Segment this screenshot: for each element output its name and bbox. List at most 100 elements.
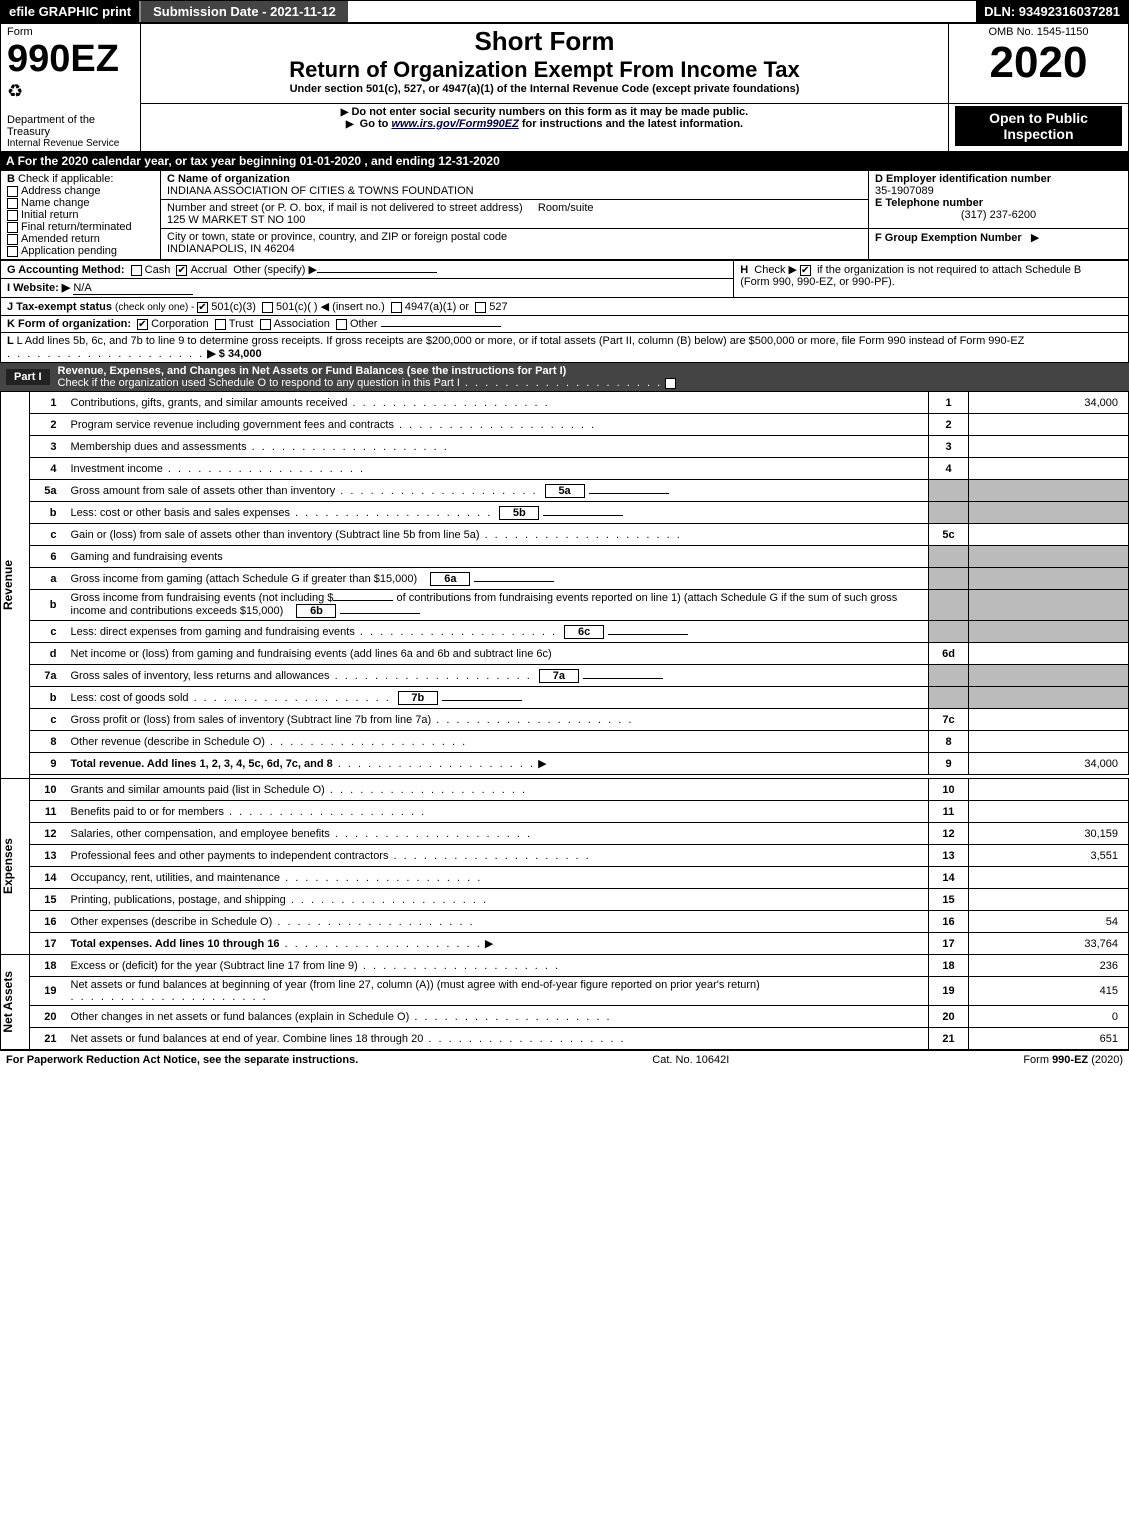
chk-amended-return[interactable] bbox=[7, 234, 18, 245]
input-6b-contrib[interactable] bbox=[333, 600, 393, 601]
amt-6d bbox=[969, 643, 1129, 665]
desc-15: Printing, publications, postage, and shi… bbox=[71, 894, 286, 906]
chk-address-change[interactable] bbox=[7, 186, 18, 197]
efile-label[interactable]: efile GRAPHIC print bbox=[1, 1, 139, 22]
opt-name-change: Name change bbox=[21, 197, 90, 209]
opt-4947: 4947(a)(1) or bbox=[405, 301, 469, 313]
chk-cash[interactable] bbox=[131, 265, 142, 276]
num-2: 2 bbox=[929, 414, 969, 436]
omb-number: OMB No. 1545-1150 bbox=[955, 26, 1122, 38]
chk-501c[interactable] bbox=[262, 302, 273, 313]
other-method-input[interactable] bbox=[317, 272, 437, 273]
amt-1: 34,000 bbox=[969, 392, 1129, 414]
desc-5c: Gain or (loss) from sale of assets other… bbox=[71, 529, 480, 541]
ln-15: 15 bbox=[30, 889, 65, 911]
desc-13: Professional fees and other payments to … bbox=[71, 850, 389, 862]
desc-3: Membership dues and assessments bbox=[71, 441, 247, 453]
box-6c: 6c bbox=[564, 625, 604, 639]
box-d-label: D Employer identification number bbox=[875, 173, 1051, 185]
chk-other-org[interactable] bbox=[336, 319, 347, 330]
dots bbox=[330, 828, 532, 840]
chk-trust[interactable] bbox=[215, 319, 226, 330]
line-j-label: J Tax-exempt status bbox=[7, 301, 115, 313]
line-g-label: G Accounting Method: bbox=[7, 264, 125, 276]
amt-14 bbox=[969, 867, 1129, 889]
input-5b[interactable] bbox=[543, 515, 623, 516]
amt-9: 34,000 bbox=[969, 753, 1129, 775]
desc-6: Gaming and fundraising events bbox=[71, 551, 223, 563]
ln-8: 8 bbox=[30, 731, 65, 753]
input-6a[interactable] bbox=[474, 581, 554, 582]
part1-tab: Part I bbox=[6, 369, 50, 385]
amt-13: 3,551 bbox=[969, 845, 1129, 867]
chk-501c3[interactable] bbox=[197, 302, 208, 313]
desc-5b: Less: cost or other basis and sales expe… bbox=[71, 507, 291, 519]
desc-16: Other expenses (describe in Schedule O) bbox=[71, 916, 273, 928]
dots bbox=[272, 916, 474, 928]
ln-10: 10 bbox=[30, 779, 65, 801]
opt-501c3: 501(c)(3) bbox=[211, 301, 256, 313]
box-5b: 5b bbox=[499, 506, 539, 520]
amt-5c bbox=[969, 524, 1129, 546]
amt-7c bbox=[969, 709, 1129, 731]
chk-application-pending[interactable] bbox=[7, 246, 18, 257]
chk-association[interactable] bbox=[260, 319, 271, 330]
footer-right-post: (2020) bbox=[1088, 1054, 1123, 1066]
ln-6a: a bbox=[30, 568, 65, 590]
dots bbox=[189, 692, 391, 704]
website-input[interactable]: N/A bbox=[73, 282, 193, 295]
dots bbox=[265, 736, 467, 748]
ln-6d: d bbox=[30, 643, 65, 665]
ln-19: 19 bbox=[30, 977, 65, 1006]
city-label: City or town, state or province, country… bbox=[167, 231, 507, 243]
shaded-amt-5b bbox=[969, 502, 1129, 524]
under-section: Under section 501(c), 527, or 4947(a)(1)… bbox=[147, 83, 942, 95]
num-4: 4 bbox=[929, 458, 969, 480]
part1-header: Part I Revenue, Expenses, and Changes in… bbox=[0, 363, 1129, 391]
input-7b[interactable] bbox=[442, 700, 522, 701]
num-17: 17 bbox=[929, 933, 969, 955]
other-org-input[interactable] bbox=[381, 326, 501, 327]
input-5a[interactable] bbox=[589, 493, 669, 494]
dots bbox=[286, 894, 488, 906]
chk-schedule-o-part1[interactable] bbox=[665, 378, 676, 389]
ln-20: 20 bbox=[30, 1006, 65, 1028]
dots bbox=[347, 397, 549, 409]
chk-corporation[interactable] bbox=[137, 319, 148, 330]
input-6b[interactable] bbox=[340, 613, 420, 614]
shaded-6 bbox=[929, 546, 969, 568]
dots bbox=[335, 485, 537, 497]
opt-trust: Trust bbox=[229, 318, 254, 330]
dots bbox=[460, 377, 662, 389]
goto-post: for instructions and the latest informat… bbox=[519, 118, 743, 130]
input-7a[interactable] bbox=[583, 678, 663, 679]
ln-6b: b bbox=[30, 590, 65, 621]
ln-17: 17 bbox=[30, 933, 65, 955]
dots bbox=[388, 850, 590, 862]
ln-9: 9 bbox=[30, 753, 65, 775]
desc-5a: Gross amount from sale of assets other t… bbox=[71, 485, 336, 497]
chk-accrual[interactable] bbox=[176, 265, 187, 276]
opt-final-return: Final return/terminated bbox=[21, 221, 132, 233]
footer-right: Form 990-EZ (2020) bbox=[1023, 1054, 1123, 1066]
lines-table: Revenue 1 Contributions, gifts, grants, … bbox=[0, 391, 1129, 1050]
input-6c[interactable] bbox=[608, 634, 688, 635]
ln-2: 2 bbox=[30, 414, 65, 436]
dots bbox=[423, 1033, 625, 1045]
ln-1: 1 bbox=[30, 392, 65, 414]
chk-name-change[interactable] bbox=[7, 198, 18, 209]
chk-4947[interactable] bbox=[391, 302, 402, 313]
box-7b: 7b bbox=[398, 691, 438, 705]
chk-initial-return[interactable] bbox=[7, 210, 18, 221]
desc-6c: Less: direct expenses from gaming and fu… bbox=[71, 626, 355, 638]
irs-link[interactable]: www.irs.gov/Form990EZ bbox=[391, 118, 518, 130]
chk-final-return[interactable] bbox=[7, 222, 18, 233]
line-h-check: Check ▶ bbox=[754, 264, 797, 276]
amt-21: 651 bbox=[969, 1028, 1129, 1050]
room-label: Room/suite bbox=[538, 202, 594, 214]
ln-5a: 5a bbox=[30, 480, 65, 502]
chk-no-schedule-b[interactable] bbox=[800, 265, 811, 276]
dots bbox=[7, 348, 204, 360]
submission-date: Submission Date - 2021-11-12 bbox=[139, 1, 348, 22]
chk-527[interactable] bbox=[475, 302, 486, 313]
